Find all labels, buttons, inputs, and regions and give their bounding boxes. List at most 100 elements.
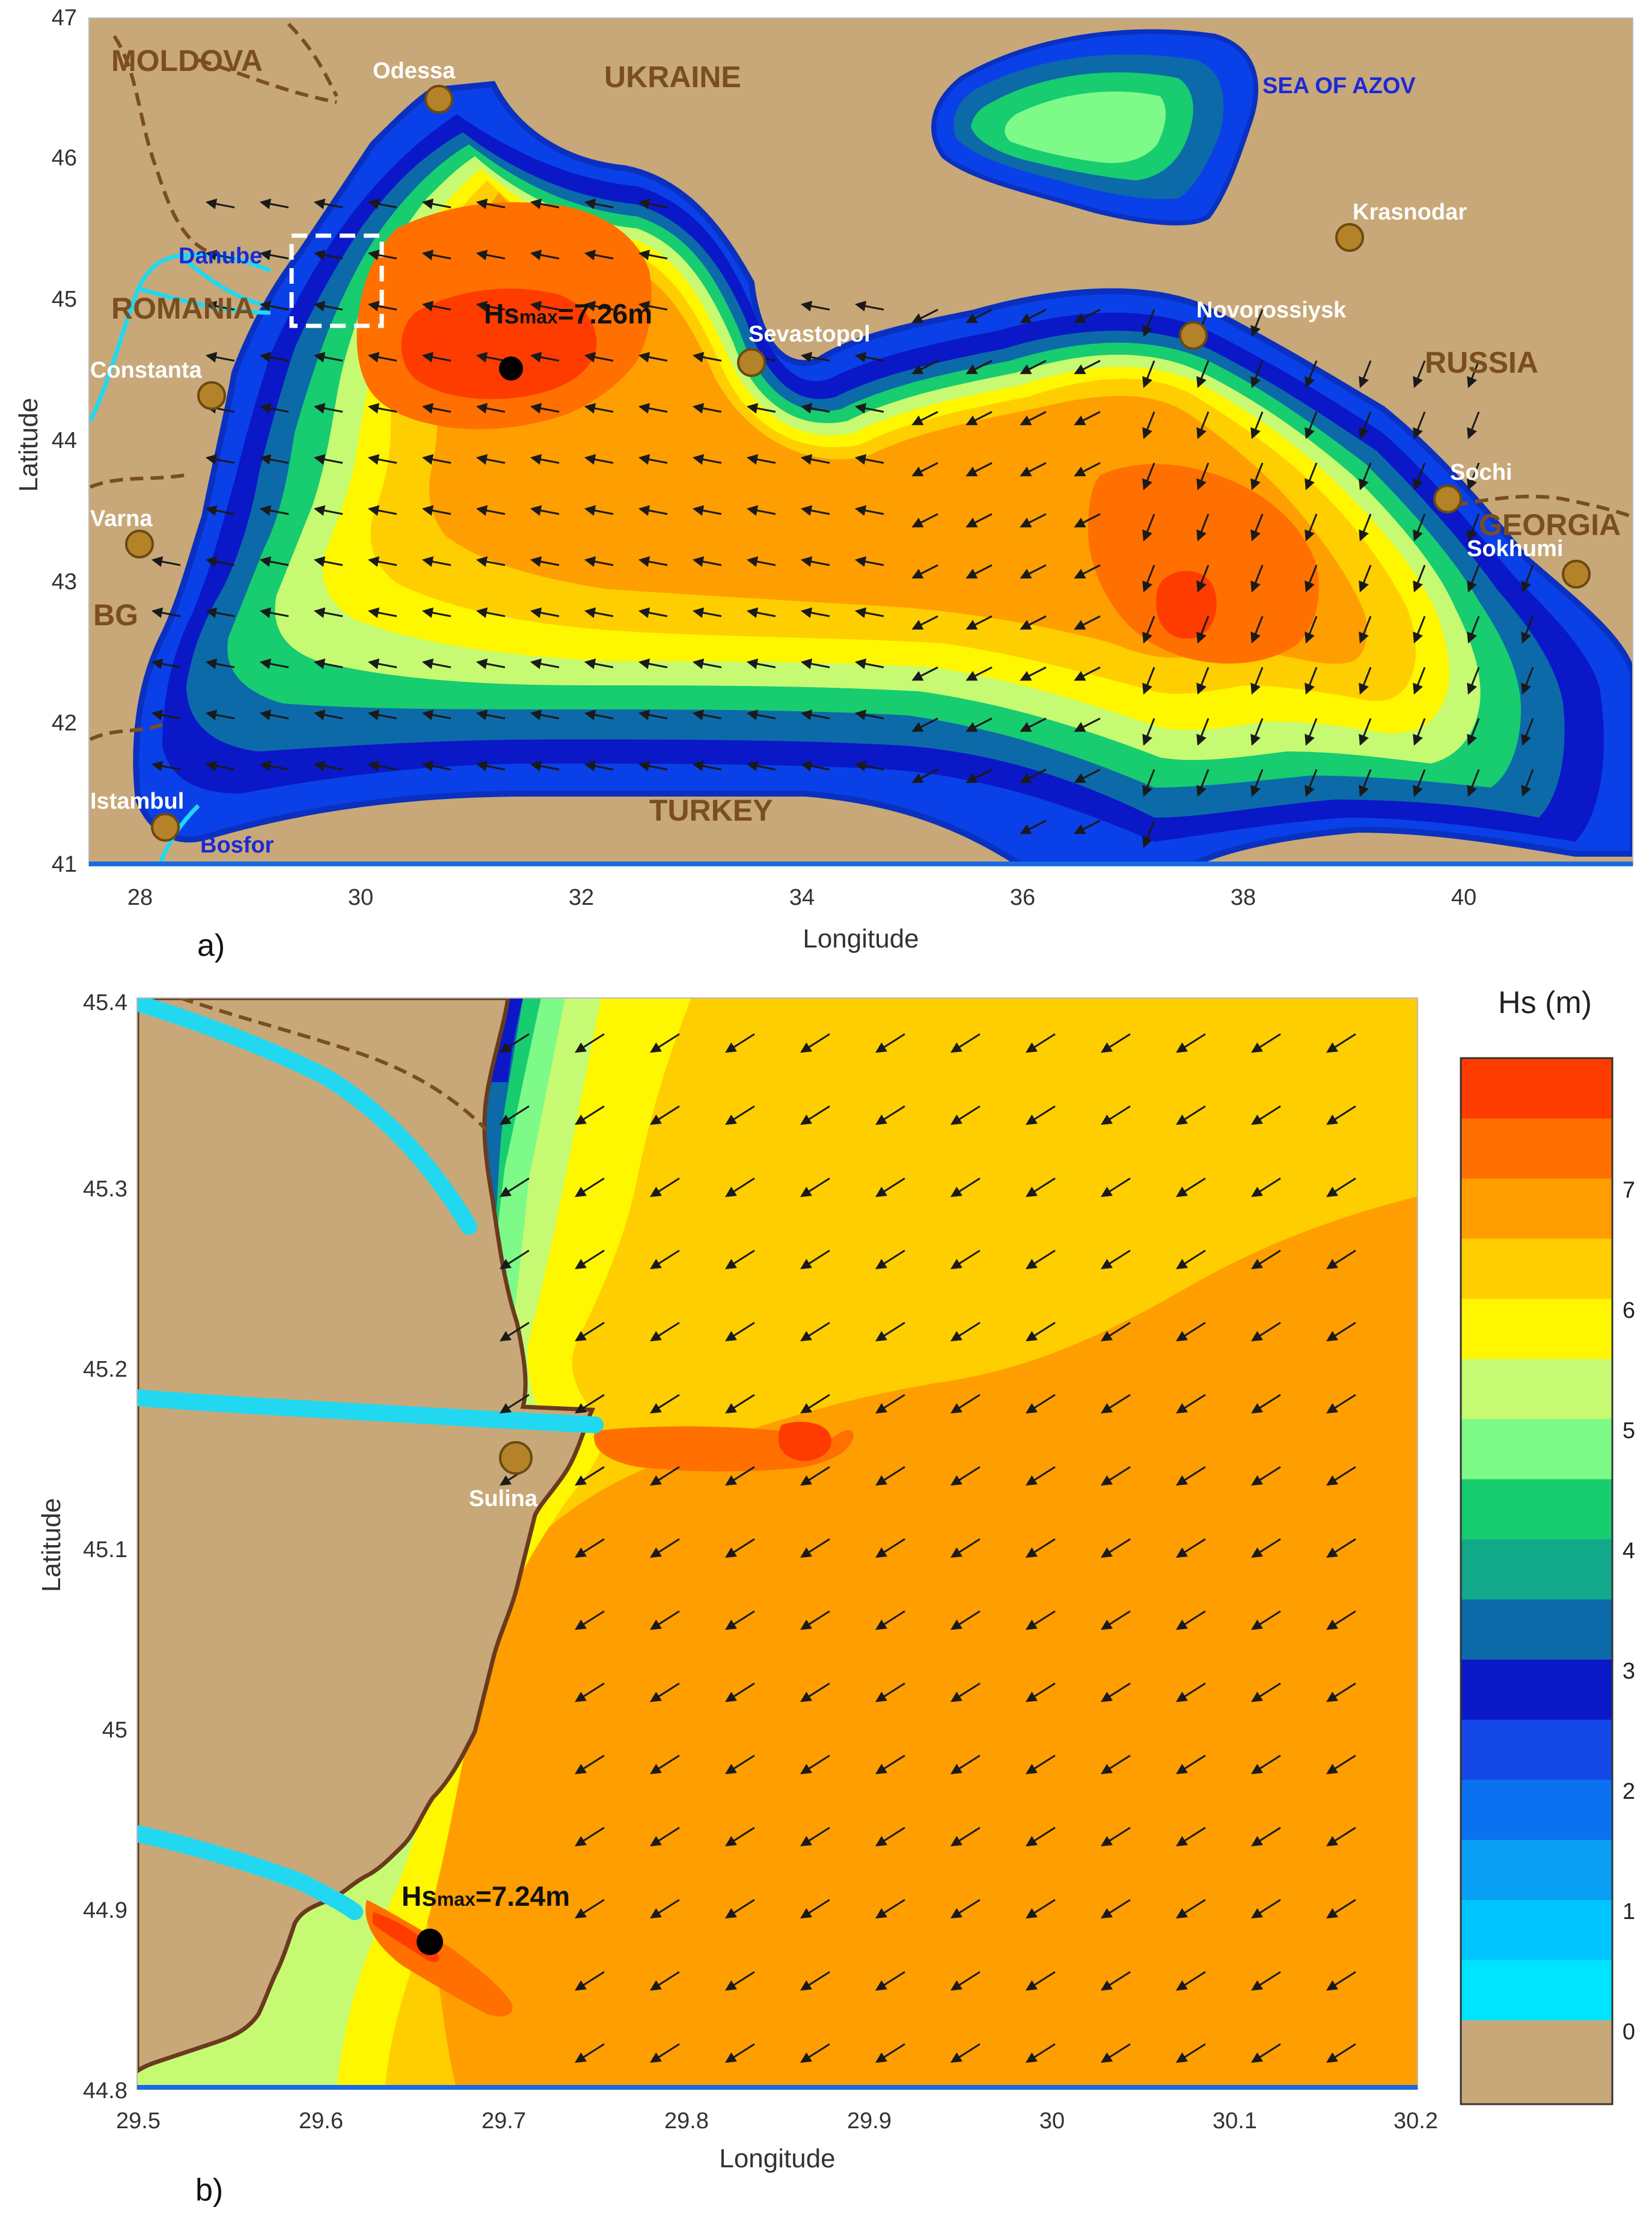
wave-arrow <box>476 454 506 465</box>
wave-direction-arrows-b <box>500 1033 1356 2063</box>
wave-arrow <box>1196 360 1210 388</box>
wave-arrow <box>367 454 397 465</box>
wave-arrow <box>1250 718 1264 746</box>
wave-arrow <box>725 1971 755 1991</box>
wave-arrow <box>1196 565 1210 593</box>
wave-arrow <box>530 249 560 261</box>
wave-arrow <box>421 454 451 465</box>
wave-arrow <box>911 513 938 528</box>
wave-arrow <box>1020 717 1047 732</box>
wave-arrow <box>500 1249 530 1270</box>
wave-arrow <box>1101 2043 1131 2063</box>
wave-arrow <box>911 768 938 783</box>
wave-arrow <box>1142 360 1155 388</box>
wave-arrow <box>1196 513 1210 542</box>
wave-arrow <box>650 1177 680 1198</box>
wave-arrow <box>854 352 884 363</box>
wave-arrow <box>1326 1466 1356 1486</box>
danube-branch-chilia <box>137 998 477 1235</box>
wave-arrow <box>650 1754 680 1775</box>
wave-arrow <box>725 1899 755 1919</box>
wave-arrow <box>313 761 343 772</box>
wave-arrow <box>1251 1610 1281 1630</box>
colorbar-tick-label: 3 <box>1623 1659 1635 1684</box>
wave-arrow <box>584 658 614 670</box>
wave-arrow <box>1359 616 1372 644</box>
wave-arrow <box>575 1610 605 1630</box>
wave-arrow <box>1101 1394 1131 1414</box>
xtick: 28 <box>127 885 153 910</box>
marker-novorossiysk <box>1179 321 1208 350</box>
wave-arrow <box>1101 1105 1131 1125</box>
border-moldova <box>112 22 338 254</box>
wave-arrow <box>530 607 560 619</box>
colorbar-band <box>1461 1539 1612 1600</box>
wave-arrow <box>650 1321 680 1342</box>
label-bg: BG <box>93 598 138 632</box>
wave-arrow <box>575 1899 605 1919</box>
wave-arrow <box>950 2043 980 2063</box>
wave-arrow <box>500 1321 530 1342</box>
wave-arrow <box>500 1105 530 1125</box>
wave-arrow <box>800 1321 830 1342</box>
wave-arrow <box>1074 615 1101 630</box>
wave-arrow <box>584 556 614 568</box>
wave-arrow <box>1142 769 1155 797</box>
wave-arrow <box>584 249 614 261</box>
label-sea-of-azov: SEA OF AZOV <box>1262 73 1416 99</box>
wave-arrow <box>1196 667 1210 695</box>
wave-arrow <box>476 709 506 721</box>
wave-arrow <box>1305 411 1318 439</box>
label-russia: RUSSIA <box>1425 346 1538 379</box>
label-odessa: Odessa <box>373 58 456 84</box>
zoom-box <box>289 233 384 328</box>
wave-arrow <box>530 403 560 414</box>
wave-arrow <box>638 198 668 210</box>
wave-arrow <box>854 556 884 568</box>
danube-branch-st-george <box>137 1825 363 1920</box>
wave-arrow <box>205 761 235 772</box>
wave-arrow <box>725 1610 755 1630</box>
wave-arrow <box>650 1249 680 1270</box>
colorbar-band <box>1461 1659 1612 1720</box>
panel-a-label: a) <box>197 928 225 963</box>
wave-arrow <box>476 249 506 261</box>
wave-arrow <box>1250 565 1264 593</box>
label-georgia: GEORGIA <box>1479 508 1621 542</box>
wave-arrow <box>1026 1321 1056 1342</box>
wave-arrow <box>151 761 181 772</box>
wave-arrow <box>1020 513 1047 528</box>
wave-arrow <box>1020 308 1047 323</box>
hsmax-marker-b <box>417 1929 443 1955</box>
wave-arrow <box>151 556 181 568</box>
wave-arrow <box>1176 2043 1206 2063</box>
wave-arrow <box>638 249 668 261</box>
wave-arrow <box>1026 1899 1056 1919</box>
wave-arrow <box>1020 615 1047 630</box>
wave-arrow <box>1326 1394 1356 1414</box>
wave-arrow <box>875 1538 905 1558</box>
wave-arrow <box>1250 667 1264 695</box>
panel-a-ylabel: Latitude <box>14 398 43 492</box>
wave-arrow <box>650 1971 680 1991</box>
wave-arrow <box>1176 1105 1206 1125</box>
wave-arrow <box>367 709 397 721</box>
wave-arrow <box>367 352 397 363</box>
wave-arrow <box>800 1610 830 1630</box>
wave-direction-arrows-a <box>151 198 1534 848</box>
wave-arrow <box>476 505 506 516</box>
wave-arrow <box>692 352 722 363</box>
wave-arrow <box>259 761 289 772</box>
wave-arrow <box>1251 1033 1281 1053</box>
wave-arrow <box>205 454 235 465</box>
wave-arrow <box>1359 565 1372 593</box>
wave-arrow <box>692 709 722 721</box>
xtick: 34 <box>789 885 815 910</box>
wave-arrow <box>725 1754 755 1775</box>
wave-arrow <box>1413 411 1426 439</box>
wave-arrow <box>421 198 451 210</box>
wave-arrow <box>854 709 884 721</box>
wave-arrow <box>1196 616 1210 644</box>
wave-arrow <box>575 1033 605 1053</box>
